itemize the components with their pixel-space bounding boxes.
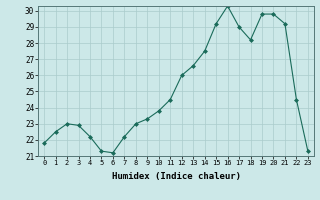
- X-axis label: Humidex (Indice chaleur): Humidex (Indice chaleur): [111, 172, 241, 181]
